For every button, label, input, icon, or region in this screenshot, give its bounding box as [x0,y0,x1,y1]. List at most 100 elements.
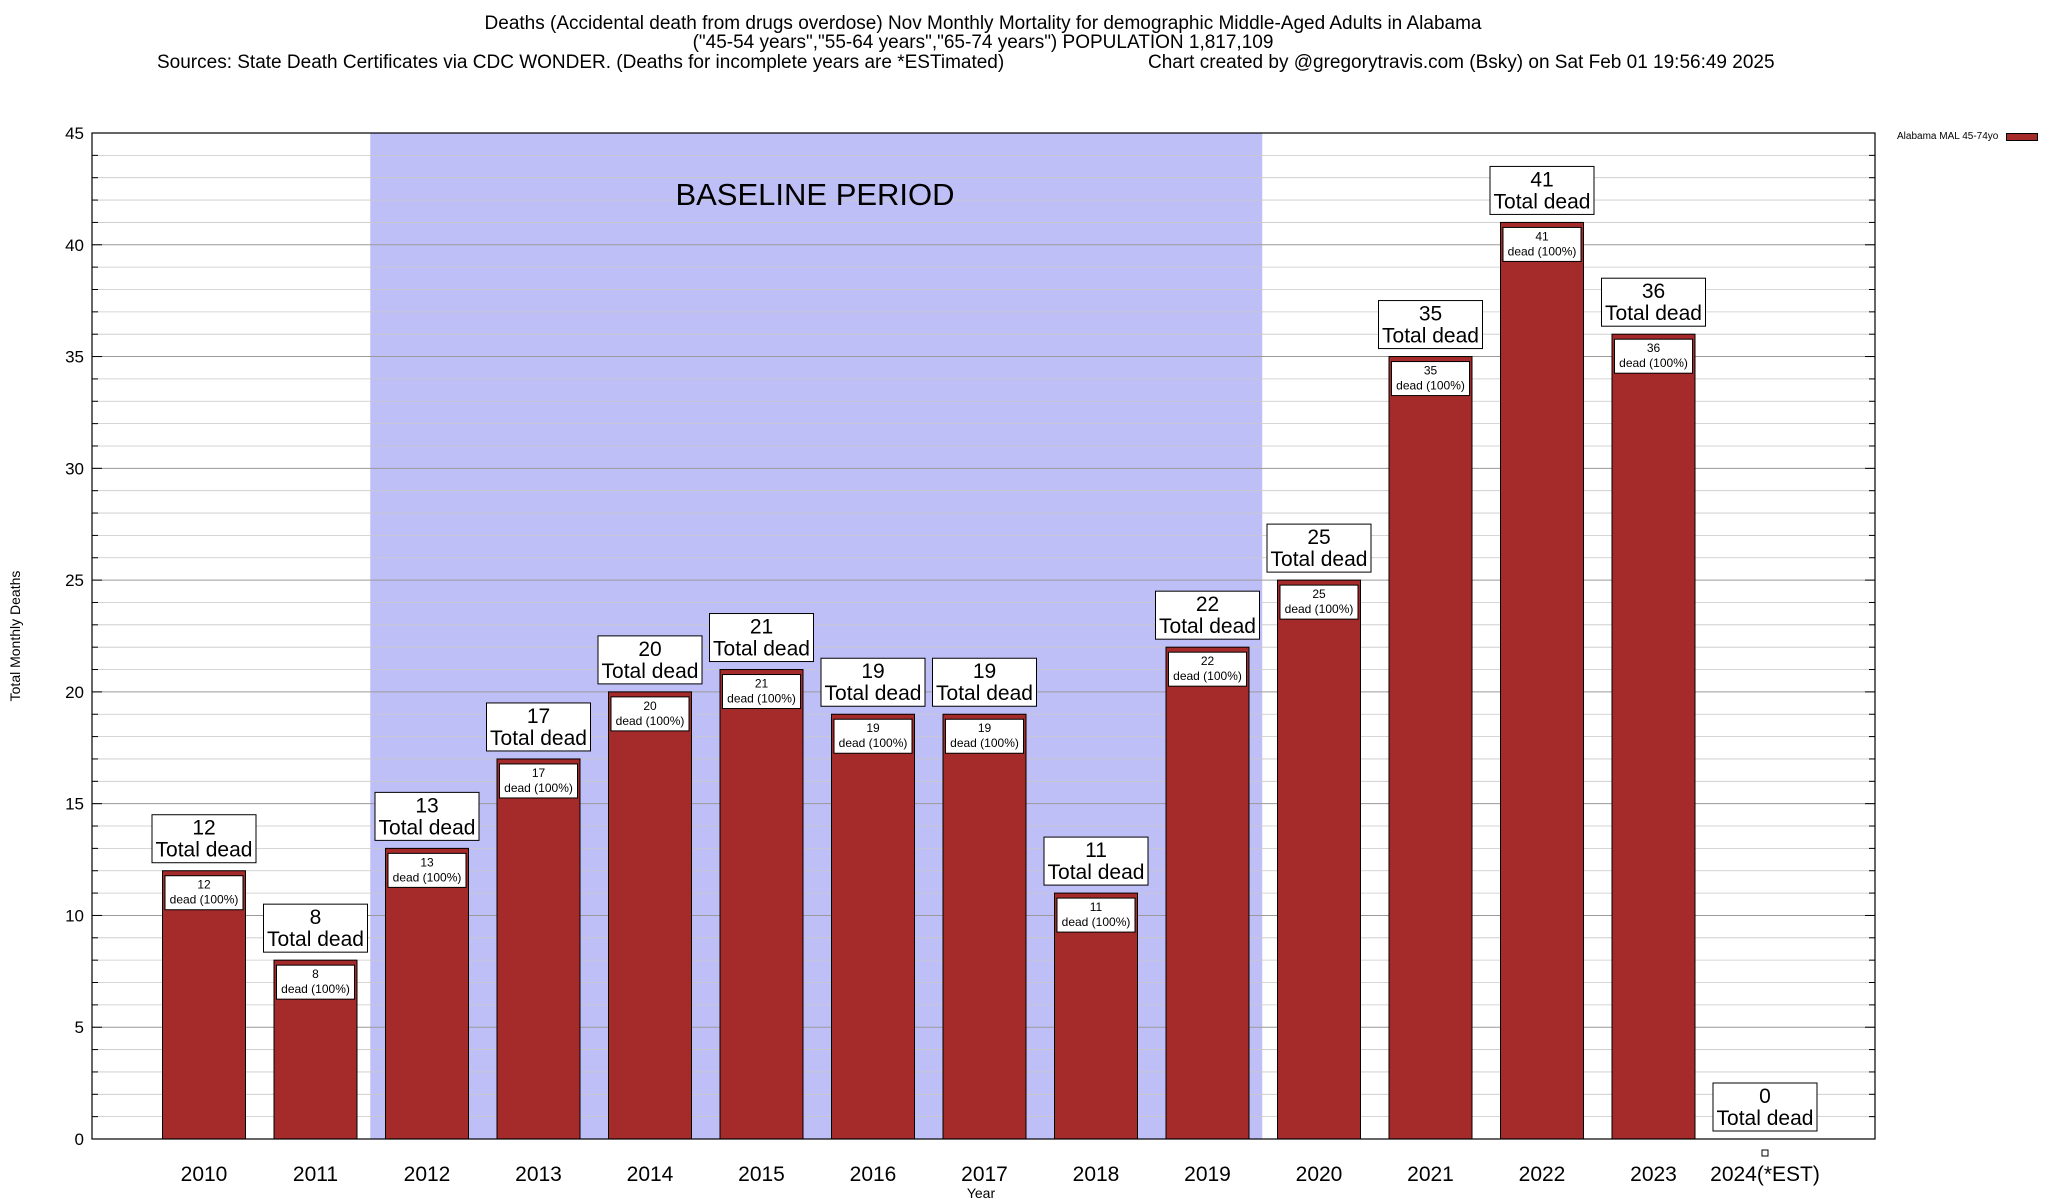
bar-top-label: Total dead [602,660,699,683]
bar-inner-value: 35 [1424,364,1438,378]
bar-inner-value: 21 [755,677,769,691]
bar-top-label: Total dead [1605,302,1702,325]
x-tick-label: 2011 [293,1163,338,1186]
bar-top-label-box [1601,277,1706,327]
bar-top-value: 17 [527,705,550,728]
bar-top-label: Total dead [1717,1107,1814,1130]
bar-inner-value: 12 [197,878,211,892]
y-tick-label: 40 [65,236,84,255]
bar-inner-label: dead (100%) [1285,602,1354,616]
x-tick-label: 2013 [515,1163,562,1186]
bar-top-label-box [932,657,1037,707]
bar [719,669,804,1140]
bar-top-label-box [263,903,368,953]
y-tick-label: 20 [65,683,84,702]
bar-inner-value: 8 [312,967,319,981]
bar-top-value: 8 [310,906,322,929]
bar-inner-label-box [945,718,1024,754]
bar-top-value: 35 [1419,303,1442,326]
bar-top-label-box [709,613,814,663]
bar-inner-label: dead (100%) [1062,915,1131,929]
zero-marker [1761,1149,1769,1157]
bar-inner-label: dead (100%) [839,736,908,750]
bar-top-label-box [151,814,257,864]
bar-inner-value: 17 [532,766,546,780]
bar-top-label-box [1155,590,1260,640]
x-axis-title: Year [967,1185,996,1200]
bar-inner-label-box [387,852,467,888]
bar-top-label: Total dead [713,638,810,661]
bar-top-label-box [1043,836,1149,886]
bar-inner-label: dead (100%) [393,870,462,884]
bar [608,691,692,1140]
bar-inner-value: 20 [643,699,657,713]
y-tick-label: 25 [65,571,84,590]
bar [942,713,1027,1140]
bar-top-value: 20 [638,638,661,661]
bar-inner-label: dead (100%) [616,714,685,728]
bar-top-label-box [597,635,703,685]
x-tick-label: 2017 [961,1163,1008,1186]
bar-top-label-box [820,657,926,707]
x-tick-label: 2016 [850,1163,897,1186]
x-tick-label: 2022 [1519,1163,1566,1186]
bar-inner-label-box [1391,361,1470,397]
bar-top-label: Total dead [1271,548,1368,571]
bar [1500,221,1584,1140]
bar [385,847,469,1140]
y-tick-label: 10 [65,906,84,925]
bar-inner-label-box [610,696,690,732]
y-axis-title: Total Monthly Deaths [7,571,23,702]
bar-top-label-box [1266,523,1372,573]
title-line-2: ("45-54 years","55-64 years","65-74 year… [692,32,1274,53]
bar-top-label-box [374,791,480,841]
title-sources: Sources: State Death Certificates via CD… [157,52,1005,73]
bar-top-label: Total dead [1159,615,1256,638]
bar-inner-label-box [1056,897,1136,933]
bar [1611,333,1696,1140]
bar-inner-label: dead (100%) [1396,379,1465,393]
bar-inner-label-box [1502,226,1582,262]
bar-top-value: 19 [861,660,884,683]
bar-top-label: Total dead [490,727,587,750]
x-tick-label: 2012 [404,1163,451,1186]
bar-inner-label-box [499,763,578,799]
bar-inner-value: 25 [1312,587,1326,601]
x-tick-label: 2023 [1630,1163,1677,1186]
bar-inner-label-box [276,964,355,1000]
bar-top-label: Total dead [1048,861,1145,884]
bar-top-label: Total dead [379,816,476,839]
legend-label: Alabama MAL 45-74yo [1897,131,1999,142]
bar-inner-value: 22 [1201,654,1215,668]
bar [1277,579,1361,1140]
y-tick-label: 0 [75,1130,84,1149]
bar-top-value: 11 [1085,839,1107,862]
bar-top-value: 13 [415,794,438,817]
bar [162,870,246,1140]
x-tick-label: 2015 [738,1163,785,1186]
bar-inner-label: dead (100%) [170,893,239,907]
bar-inner-label-box [833,718,913,754]
bar-inner-label: dead (100%) [727,692,796,706]
y-tick-label: 15 [65,795,84,814]
bar-inner-label: dead (100%) [504,781,573,795]
bar-top-value: 21 [750,616,773,639]
bar-top-label: Total dead [267,928,364,951]
bar-top-value: 22 [1196,593,1219,616]
bar [1165,646,1250,1140]
bar-top-value: 0 [1759,1085,1771,1108]
bar-top-value: 41 [1530,168,1553,191]
bar-inner-label-box [1168,651,1247,687]
bar-inner-value: 19 [978,721,992,735]
bar [831,713,915,1140]
bar-inner-label: dead (100%) [1508,244,1577,258]
bar-inner-value: 19 [866,721,880,735]
title-line-1: Deaths (Accidental death from drugs over… [484,13,1482,34]
bar-inner-value: 11 [1090,900,1103,914]
bar-top-label: Total dead [156,839,253,862]
bar-inner-label: dead (100%) [281,982,350,996]
title-credit: Chart created by @gregorytravis.com (Bsk… [1148,52,1775,73]
baseline-label: BASELINE PERIOD [675,177,954,212]
bar-inner-value: 13 [420,855,434,869]
